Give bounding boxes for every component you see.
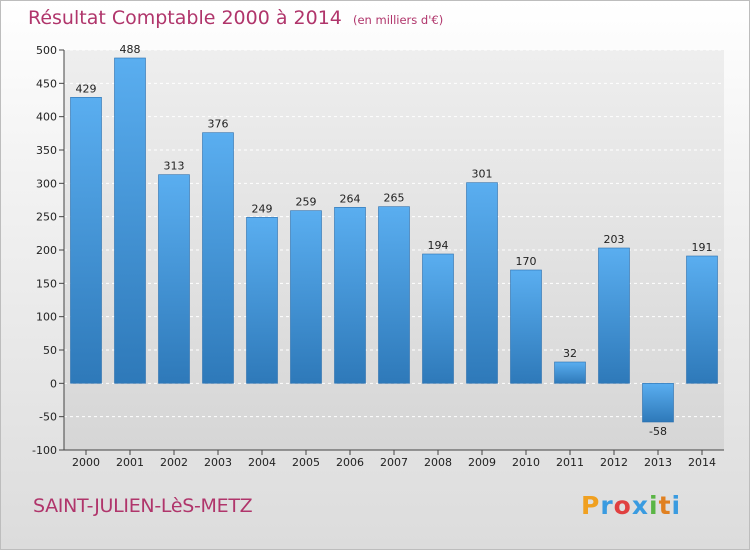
x-tick-label: 2012 — [600, 456, 628, 469]
logo-letter: i — [649, 491, 659, 520]
data-label: 191 — [692, 241, 713, 254]
x-tick-label: 2013 — [644, 456, 672, 469]
bar — [246, 217, 278, 384]
y-tick-label: 200 — [36, 244, 57, 257]
logo-letter: P — [581, 491, 601, 520]
x-tick-label: 2003 — [204, 456, 232, 469]
chart-title: Résultat Comptable 2000 à 2014 (en milli… — [28, 7, 443, 29]
title-main: Résultat Comptable 2000 à 2014 — [28, 7, 342, 29]
y-tick-label: 100 — [36, 311, 57, 324]
x-tick-label: 2001 — [116, 456, 144, 469]
data-label: 264 — [340, 192, 361, 205]
x-tick-label: 2005 — [292, 456, 320, 469]
data-label: 170 — [516, 255, 537, 268]
y-tick-label: 300 — [36, 177, 57, 190]
data-label: 265 — [384, 192, 405, 205]
bar — [422, 253, 454, 384]
bar — [378, 206, 410, 384]
bar — [158, 174, 190, 384]
data-label: 194 — [428, 239, 449, 252]
x-tick-label: 2006 — [336, 456, 364, 469]
y-tick-label: 50 — [43, 344, 57, 357]
logo-letter: i — [671, 491, 682, 520]
data-label: 429 — [76, 82, 97, 95]
bar — [642, 383, 674, 423]
commune-name: SAINT-JULIEN-LèS-METZ — [33, 495, 253, 517]
y-tick-label: 500 — [36, 44, 57, 57]
bar — [114, 57, 146, 384]
bar — [554, 361, 586, 384]
bars — [70, 57, 718, 423]
data-label: 313 — [164, 160, 185, 173]
data-label: 301 — [472, 168, 493, 181]
data-label: 32 — [563, 347, 577, 360]
bar — [686, 255, 718, 384]
y-tick-label: 350 — [36, 144, 57, 157]
x-tick-label: 2002 — [160, 456, 188, 469]
data-label: 249 — [252, 202, 273, 215]
bar — [466, 182, 498, 384]
x-tick-label: 2014 — [688, 456, 716, 469]
x-tick-label: 2000 — [72, 456, 100, 469]
y-tick-label: 250 — [36, 211, 57, 224]
logo-letter: x — [631, 491, 649, 520]
logo-letter: t — [658, 491, 672, 520]
y-tick-label: 450 — [36, 77, 57, 90]
y-tick-label: 400 — [36, 111, 57, 124]
data-label: 259 — [296, 196, 317, 209]
logo-letter: r — [600, 491, 614, 520]
data-label: 488 — [120, 43, 141, 56]
logo-letter: o — [613, 491, 632, 520]
bar — [334, 207, 366, 384]
data-labels: 429 488 313 376 249 259 264 265 194 301 170 32 203 -5… — [76, 43, 713, 438]
y-tick-label: 0 — [50, 377, 57, 390]
x-axis: 2000 2001 2002 2003 2004 2005 2006 2007 2008 2009… — [64, 449, 724, 469]
y-tick-label: -100 — [32, 444, 57, 457]
data-label: 376 — [208, 118, 229, 131]
bar — [70, 97, 102, 384]
bar — [202, 132, 234, 384]
bar — [510, 269, 542, 384]
bar — [290, 210, 322, 384]
y-axis: -100 -50 0 50 100 150 200 250 300 350 400 450 500 — [32, 44, 65, 457]
x-tick-label: 2004 — [248, 456, 276, 469]
x-tick-label: 2010 — [512, 456, 540, 469]
x-tick-label: 2007 — [380, 456, 408, 469]
bar — [598, 247, 630, 384]
proxiti-logo[interactable]: Proxiti — [581, 491, 681, 520]
x-tick-label: 2009 — [468, 456, 496, 469]
x-tick-label: 2011 — [556, 456, 584, 469]
data-label: -58 — [649, 425, 667, 438]
y-tick-label: -50 — [39, 411, 57, 424]
y-tick-label: 150 — [36, 277, 57, 290]
title-unit: (en milliers d'€) — [352, 13, 444, 27]
data-label: 203 — [604, 233, 625, 246]
x-tick-label: 2008 — [424, 456, 452, 469]
